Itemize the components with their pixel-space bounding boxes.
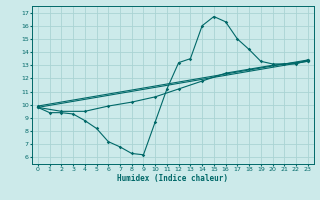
X-axis label: Humidex (Indice chaleur): Humidex (Indice chaleur)	[117, 174, 228, 183]
